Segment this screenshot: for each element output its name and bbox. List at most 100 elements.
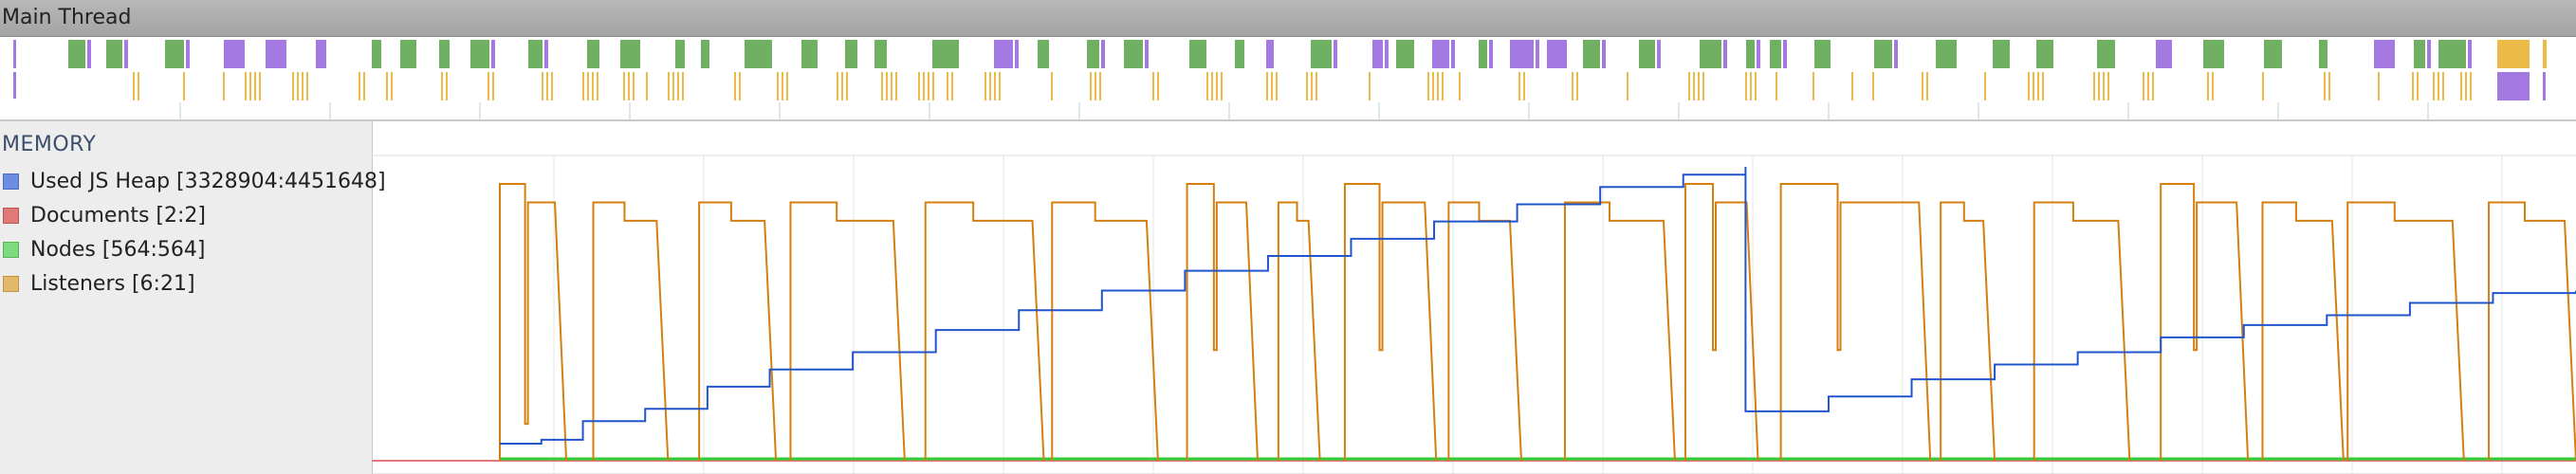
task-tick bbox=[441, 72, 443, 100]
task-tick bbox=[2433, 72, 2435, 100]
listeners-line-segment bbox=[1563, 201, 1676, 462]
task-tick bbox=[646, 72, 648, 100]
legend-documents[interactable]: Documents [2:2] bbox=[3, 201, 206, 229]
used-js-heap-color-swatch[interactable] bbox=[3, 173, 19, 190]
task-tick bbox=[1306, 72, 1308, 100]
task-tick bbox=[2107, 72, 2109, 100]
task-tick bbox=[891, 72, 892, 100]
task-tick bbox=[592, 72, 594, 100]
task-tick bbox=[292, 72, 294, 100]
tracks-divider[interactable] bbox=[0, 119, 2576, 121]
task-tick bbox=[895, 72, 897, 100]
listeners-line-segment bbox=[1940, 201, 1996, 462]
task-block bbox=[2203, 40, 2224, 68]
task-tick bbox=[984, 72, 986, 100]
legend-listeners[interactable]: Listeners [6:21] bbox=[3, 269, 195, 298]
task-tick bbox=[1266, 72, 1268, 100]
task-block bbox=[2097, 40, 2115, 68]
task-block bbox=[1639, 40, 1655, 68]
task-tick bbox=[734, 72, 736, 100]
task-block bbox=[1602, 40, 1606, 68]
task-tick bbox=[841, 72, 843, 100]
task-tick bbox=[1051, 72, 1053, 100]
task-block bbox=[124, 40, 128, 68]
task-block bbox=[1874, 40, 1892, 68]
task-block bbox=[994, 40, 1013, 68]
listeners-line-segment bbox=[924, 201, 1045, 462]
task-tick bbox=[1627, 72, 1628, 100]
task-tick bbox=[2412, 72, 2414, 100]
task-tick bbox=[2207, 72, 2209, 100]
task-block bbox=[316, 40, 326, 68]
task-tick bbox=[386, 72, 388, 100]
task-tick bbox=[2470, 72, 2472, 100]
task-tick bbox=[923, 72, 925, 100]
task-block bbox=[1723, 40, 1727, 68]
task-block bbox=[2438, 40, 2466, 68]
task-tick bbox=[2098, 72, 2100, 100]
task-block bbox=[2468, 40, 2472, 68]
task-tick bbox=[951, 72, 953, 100]
task-block bbox=[1311, 40, 1332, 68]
task-block bbox=[2427, 40, 2431, 68]
task-block bbox=[439, 40, 450, 68]
task-tick bbox=[1211, 72, 1213, 100]
task-tick bbox=[994, 72, 996, 100]
legend-nodes[interactable]: Nodes [564:564] bbox=[3, 235, 205, 264]
task-tick bbox=[918, 72, 920, 100]
task-tick bbox=[1523, 72, 1525, 100]
task-block bbox=[1547, 40, 1567, 68]
listeners-color-swatch[interactable] bbox=[3, 275, 19, 292]
task-tick bbox=[2147, 72, 2149, 100]
task-block bbox=[2156, 40, 2172, 68]
task-tick bbox=[1157, 72, 1159, 100]
task-block bbox=[1396, 40, 1414, 68]
task-tick bbox=[677, 72, 679, 100]
task-tick bbox=[597, 72, 598, 100]
task-tick bbox=[1206, 72, 1208, 100]
task-tick bbox=[2103, 72, 2105, 100]
task-tick bbox=[1311, 72, 1313, 100]
task-block bbox=[1189, 40, 1206, 68]
listeners-line-segment bbox=[2346, 201, 2465, 462]
task-block bbox=[224, 40, 245, 68]
task-block bbox=[1145, 40, 1149, 68]
task-block bbox=[1479, 40, 1487, 68]
listeners-line-segment bbox=[499, 183, 568, 462]
task-tick bbox=[1216, 72, 1218, 100]
task-block bbox=[470, 40, 489, 68]
task-tick bbox=[2042, 72, 2044, 100]
legend-used-js-heap[interactable]: Used JS Heap [3328904:4451648] bbox=[3, 167, 386, 195]
task-block bbox=[1266, 40, 1274, 68]
task-block bbox=[1015, 40, 1019, 68]
memory-legend-panel: MEMORY Used JS Heap [3328904:4451648] Do… bbox=[0, 121, 386, 474]
task-tick bbox=[1745, 72, 1747, 100]
task-block bbox=[845, 40, 857, 68]
task-tick bbox=[1095, 72, 1096, 100]
listeners-label: Listeners [6:21] bbox=[30, 271, 195, 296]
listeners-line-segment bbox=[1447, 201, 1522, 462]
nodes-color-swatch[interactable] bbox=[3, 241, 19, 258]
task-tick bbox=[183, 72, 185, 100]
task-block bbox=[1087, 40, 1099, 68]
task-tick bbox=[2028, 72, 2030, 100]
task-tick bbox=[1851, 72, 1853, 100]
listeners-line-segment bbox=[2033, 201, 2131, 462]
task-tick bbox=[446, 72, 448, 100]
task-block bbox=[1385, 40, 1389, 68]
task-tick bbox=[2152, 72, 2154, 100]
task-tick bbox=[1926, 72, 1928, 100]
main-thread-flame-chart[interactable] bbox=[0, 36, 2576, 119]
task-tick bbox=[999, 72, 1001, 100]
task-block bbox=[1770, 40, 1781, 68]
task-block bbox=[68, 40, 85, 68]
main-thread-header[interactable]: Main Thread bbox=[0, 0, 2576, 37]
memory-counters-chart[interactable] bbox=[372, 121, 2576, 474]
task-block bbox=[1894, 40, 1898, 68]
task-tick bbox=[989, 72, 991, 100]
task-tick bbox=[1442, 72, 1444, 100]
documents-color-swatch[interactable] bbox=[3, 207, 19, 224]
task-tick bbox=[306, 72, 308, 100]
task-tick bbox=[2262, 72, 2264, 100]
task-tick bbox=[1572, 72, 1573, 100]
